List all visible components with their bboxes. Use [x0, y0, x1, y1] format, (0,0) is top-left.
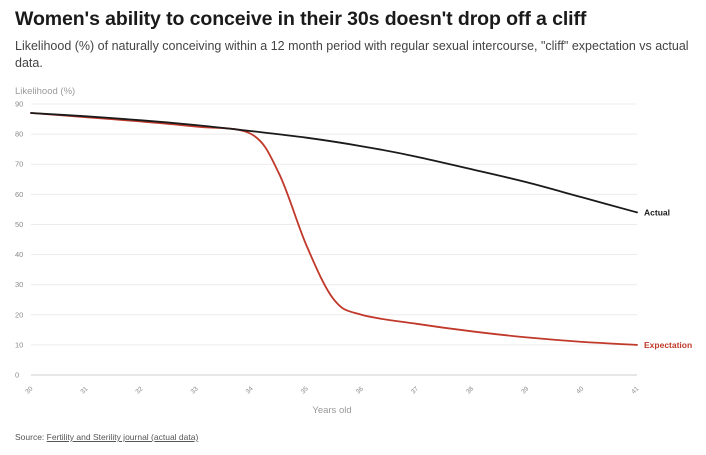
x-tick-label: 33 [190, 385, 200, 395]
series-label-expectation: Expectation [644, 340, 692, 350]
series-line-actual [30, 112, 638, 214]
y-tick-label: 20 [15, 310, 23, 319]
series-line-expectation [30, 112, 638, 346]
x-tick-label: 32 [135, 385, 145, 395]
grid-lines [31, 103, 637, 376]
x-tick-label: 39 [520, 385, 530, 395]
y-tick-label: 10 [15, 340, 23, 349]
y-tick-label: 50 [15, 220, 23, 229]
y-tick-label: 40 [15, 250, 23, 259]
x-tick-label: 31 [79, 385, 89, 395]
series-label-actual: Actual [644, 207, 670, 217]
y-axis-ticks: 0 10 20 30 40 50 60 70 80 90 [15, 100, 23, 380]
y-tick-label: 70 [15, 160, 23, 169]
x-axis-label: Years old [312, 405, 351, 416]
series-end-labels: Expectation Actual [644, 207, 692, 349]
x-tick-label: 35 [300, 385, 310, 395]
x-axis-ticks: 30 31 32 33 34 35 36 37 38 39 40 41 [24, 385, 640, 395]
chart-title: Women's ability to conceive in their 30s… [15, 8, 587, 30]
x-tick-label: 40 [575, 385, 585, 395]
x-tick-label: 36 [355, 385, 365, 395]
x-tick-label: 41 [630, 385, 640, 395]
x-tick-label: 30 [24, 385, 34, 395]
x-tick-label: 37 [410, 385, 420, 395]
source-link[interactable]: Fertility and Sterility journal (actual … [46, 432, 199, 442]
x-tick-label: 38 [465, 385, 475, 395]
y-tick-label: 0 [15, 371, 19, 380]
y-tick-label: 80 [15, 130, 23, 139]
x-tick-label: 34 [245, 385, 255, 395]
series-lines [30, 112, 638, 346]
source-note: Source: Fertility and Sterility journal … [15, 432, 198, 442]
source-prefix: Source: [15, 432, 47, 442]
y-tick-label: 30 [15, 280, 23, 289]
y-axis-label: Likelihood (%) [15, 86, 76, 97]
y-tick-label: 60 [15, 190, 23, 199]
chart-subtitle: Likelihood (%) of naturally conceiving w… [15, 39, 689, 70]
y-tick-label: 90 [15, 100, 23, 109]
